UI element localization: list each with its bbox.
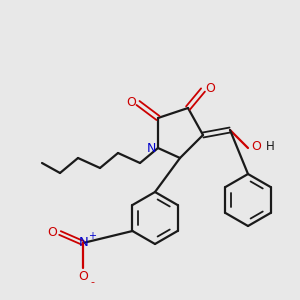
- Text: -: -: [90, 277, 94, 287]
- Text: O: O: [205, 82, 215, 94]
- Text: O: O: [126, 95, 136, 109]
- Text: +: +: [88, 231, 96, 241]
- Text: O: O: [251, 140, 261, 154]
- Text: N: N: [146, 142, 156, 155]
- Text: O: O: [47, 226, 57, 239]
- Text: N: N: [79, 236, 89, 250]
- Text: H: H: [266, 140, 274, 154]
- Text: O: O: [78, 269, 88, 283]
